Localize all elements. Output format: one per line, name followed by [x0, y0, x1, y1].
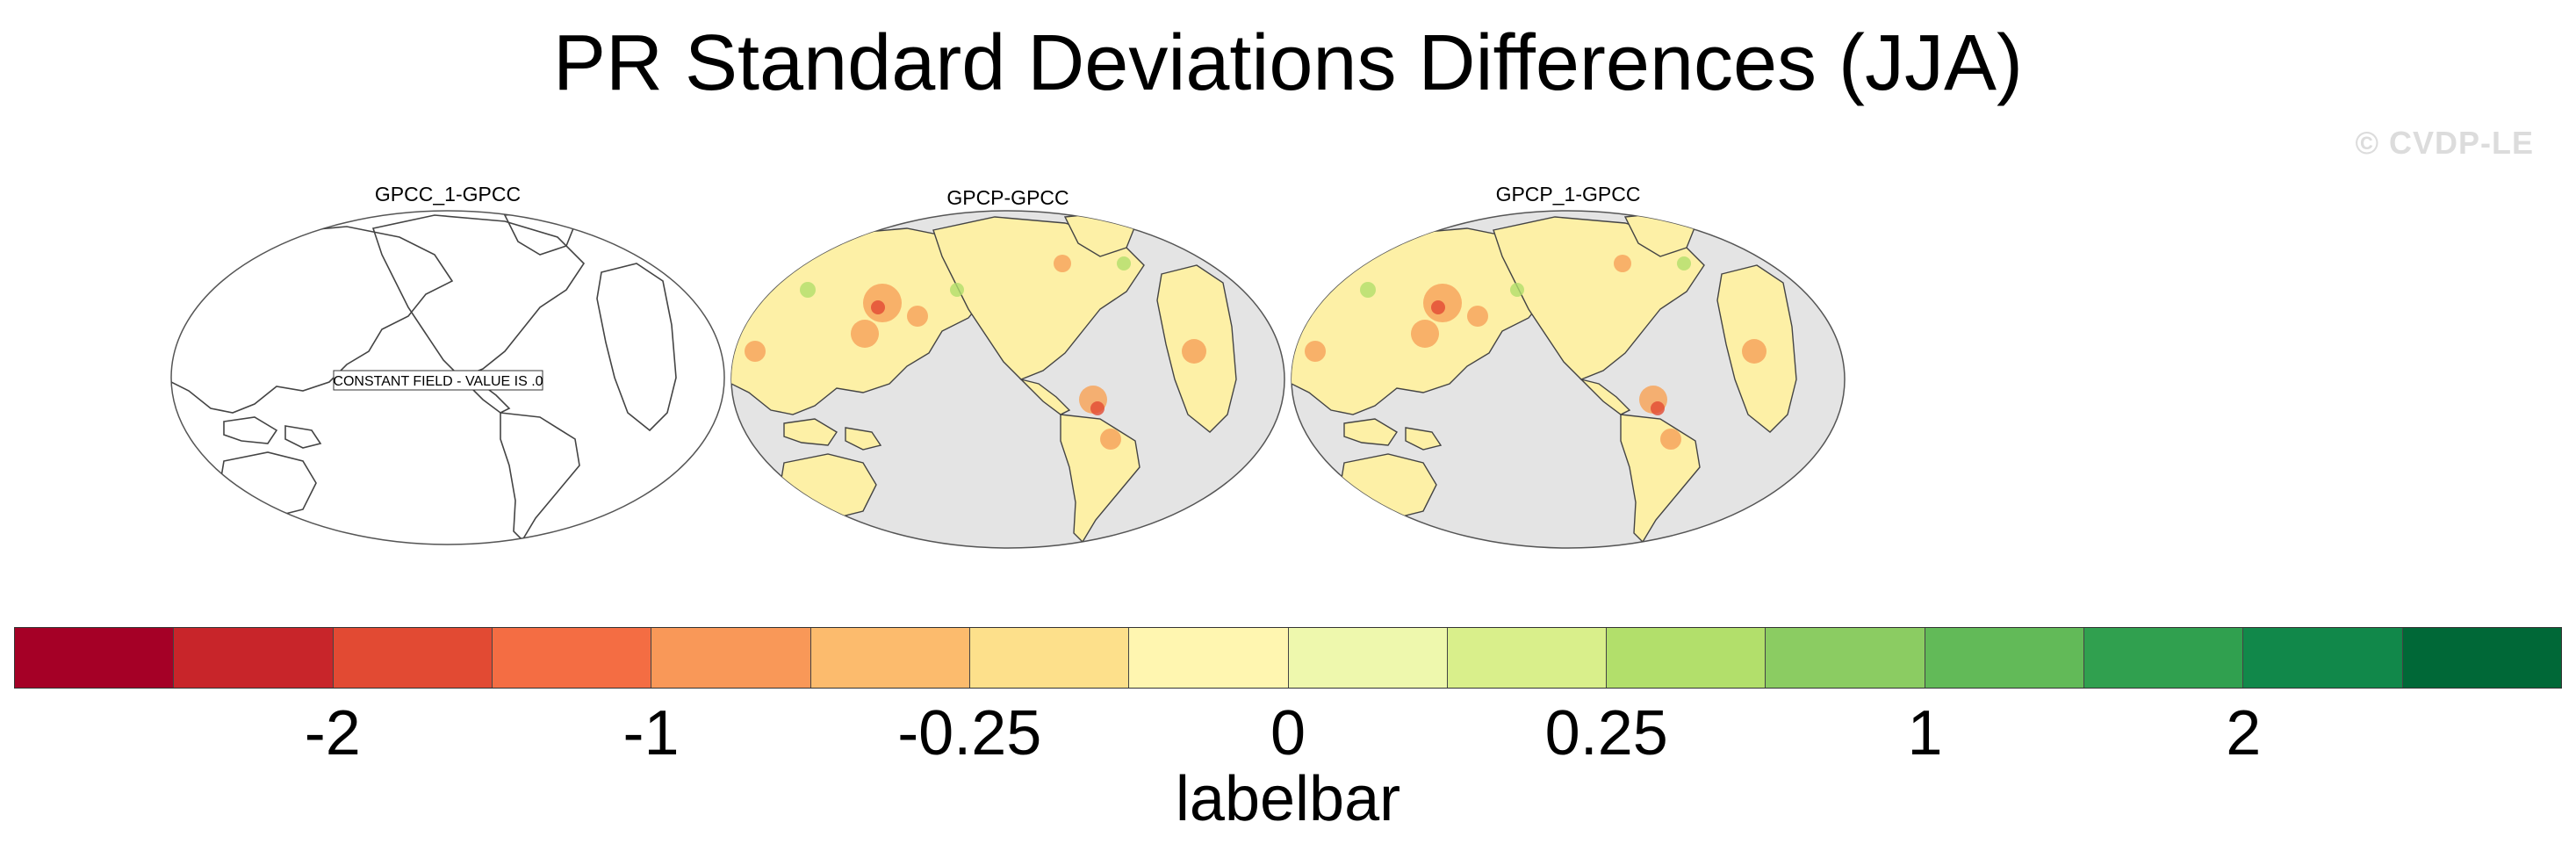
map-panel-2: [730, 210, 1285, 549]
colorbar-box: [1766, 628, 1925, 688]
colorbar-label: labelbar: [1175, 764, 1401, 834]
colorbar-tick-label: 2: [2226, 698, 2262, 768]
page-title: PR Standard Deviations Differences (JJA): [552, 19, 2024, 107]
colorbar-box: [2243, 628, 2403, 688]
colorbar-box: [1447, 628, 1608, 688]
colorbar-box: [810, 628, 970, 688]
constant-field-note: CONSTANT FIELD - VALUE IS .0: [333, 370, 543, 391]
colorbar-box: [333, 628, 493, 688]
svg-text:CONSTANT FIELD - VALUE IS .0: CONSTANT FIELD - VALUE IS .0: [333, 374, 543, 389]
colorbar-box: [492, 628, 652, 688]
colorbar-box: [174, 628, 334, 688]
map-panel-3: [1291, 210, 1846, 549]
colorbar-box: [651, 628, 811, 688]
colorbar-tick-label: 0.25: [1544, 698, 1668, 768]
colorbar-tick-label: 0: [1270, 698, 1306, 768]
colorbar-box: [1288, 628, 1448, 688]
colorbar-box: [15, 628, 175, 688]
colorbar-box: [2402, 628, 2561, 688]
panel-title-3: GPCP_1-GPCC: [1495, 183, 1641, 206]
colorbar-box: [1129, 628, 1289, 688]
colorbar: [14, 627, 2562, 689]
panel-title-2: GPCP-GPCC: [946, 186, 1069, 209]
map-panels: CONSTANT FIELD - VALUE IS .0: [170, 210, 1846, 549]
colorbar-box: [1607, 628, 1767, 688]
colorbar-box: [1925, 628, 2085, 688]
watermark: © CVDP-LE: [2355, 125, 2534, 161]
colorbar-box: [2084, 628, 2244, 688]
panel-title-1: GPCC_1-GPCC: [374, 183, 522, 206]
colorbar-tick-label: -0.25: [897, 698, 1042, 768]
colorbar-box: [969, 628, 1130, 688]
colorbar-tick-label: -2: [304, 698, 361, 768]
colorbar-tick-label: -1: [622, 698, 680, 768]
colorbar-tick-label: 1: [1907, 698, 1943, 768]
